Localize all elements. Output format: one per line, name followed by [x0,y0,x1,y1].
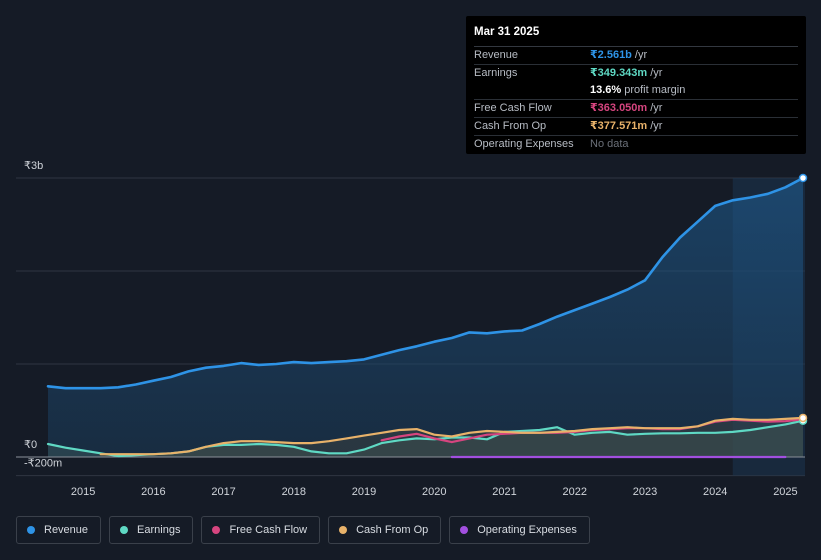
area-revenue [48,178,803,457]
legend-dot-icon [120,526,129,534]
tooltip-value: No data [590,138,629,150]
x-tick-label: 2016 [141,486,165,498]
legend-item-earnings[interactable]: Earnings [109,516,194,544]
tooltip-value: ₹363.050m [590,102,648,114]
tooltip-unit: /yr [650,102,663,114]
x-tick-label: 2025 [773,486,797,498]
x-tick-label: 2019 [352,486,376,498]
y-tick-label: ₹3b [24,160,43,172]
x-tick-label: 2020 [422,486,446,498]
x-tick-label: 2021 [492,486,516,498]
legend-item-operating-expenses[interactable]: Operating Expenses [449,516,590,544]
line-cash-from-op [99,416,805,456]
legend-label: Operating Expenses [477,524,577,536]
y-tick-label: -₹200m [24,458,62,470]
tooltip-row-cfo: Cash From Op ₹377.571m /yr [474,118,798,136]
legend-dot-icon [460,526,469,534]
tooltip-label: Revenue [474,49,519,61]
y-tick-label: ₹0 [24,439,37,451]
point-revenue [798,173,808,183]
tooltip-value: ₹377.571m [590,120,648,132]
x-tick-label: 2018 [282,486,306,498]
x-tick-label: 2023 [633,486,657,498]
legend-item-revenue[interactable]: Revenue [16,516,102,544]
tooltip-row-revenue: Revenue ₹2.561b /yr [474,47,798,65]
tooltip-unit: /yr [634,49,648,61]
tooltip-row-opex: Operating Expenses No data [474,136,798,153]
legend-item-cash-from-op[interactable]: Cash From Op [328,516,442,544]
tooltip-value: 13.6% [590,84,622,96]
line-revenue [46,176,805,390]
tooltip-value: ₹349.343m [590,67,648,79]
legend-dot-icon [27,526,35,534]
chart-svg: ₹3b ₹0 -₹200m 2015 2016 2017 2018 2019 2020 2021 2… [16,160,808,498]
tooltip-label: Free Cash Flow [474,102,552,114]
x-tick-label: 2017 [211,486,235,498]
tooltip-date: Mar 31 2025 [474,24,798,47]
tooltip-label: Earnings [474,67,518,79]
tooltip-label: Operating Expenses [474,138,574,150]
tooltip-label [474,82,590,99]
tooltip-row-margin: 13.6% profit margin [474,82,798,100]
tooltip-row-earnings: Earnings ₹349.343m /yr [474,65,798,82]
point-cash-from-op [798,413,808,423]
legend-item-free-cash-flow[interactable]: Free Cash Flow [201,516,321,544]
data-tooltip: Mar 31 2025 Revenue ₹2.561b /yr Earnings… [466,16,806,154]
tooltip-unit: /yr [650,67,663,79]
legend-dot-icon [212,526,221,534]
tooltip-unit: profit margin [624,84,686,96]
tooltip-value: ₹2.561b [590,49,632,61]
tooltip-label: Cash From Op [474,120,547,132]
x-tick-label: 2015 [71,486,95,498]
legend-dot-icon [339,526,348,534]
x-tick-label: 2024 [703,486,727,498]
chart-legend: Revenue Earnings Free Cash Flow Cash Fro… [16,516,590,546]
tooltip-row-fcf: Free Cash Flow ₹363.050m /yr [474,100,798,118]
legend-label: Revenue [44,524,89,536]
x-tick-label: 2022 [563,486,587,498]
legend-label: Earnings [137,524,181,536]
legend-label: Free Cash Flow [229,524,308,536]
tooltip-unit: /yr [650,120,663,132]
legend-label: Cash From Op [356,524,429,536]
